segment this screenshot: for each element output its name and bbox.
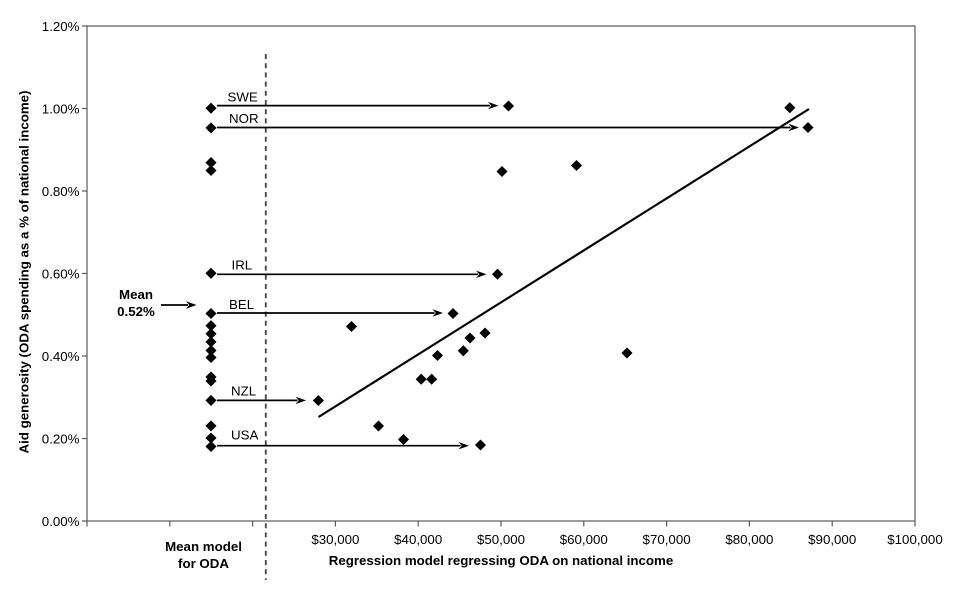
svg-text:IRL: IRL [232, 258, 253, 273]
svg-text:$50,000: $50,000 [477, 532, 525, 547]
svg-text:0.60%: 0.60% [42, 267, 80, 282]
svg-text:NZL: NZL [231, 384, 256, 399]
svg-text:NOR: NOR [229, 111, 259, 126]
svg-text:0.80%: 0.80% [42, 184, 80, 199]
svg-text:0.52%: 0.52% [117, 304, 155, 319]
svg-text:$70,000: $70,000 [643, 532, 691, 547]
svg-text:$100,000: $100,000 [887, 532, 942, 547]
svg-text:USA: USA [231, 428, 258, 443]
svg-text:$30,000: $30,000 [311, 532, 359, 547]
svg-text:SWE: SWE [228, 90, 258, 105]
svg-text:$40,000: $40,000 [394, 532, 442, 547]
svg-text:0.20%: 0.20% [42, 432, 80, 447]
svg-text:Regression model regressing OD: Regression model regressing ODA on natio… [329, 553, 674, 568]
svg-text:$60,000: $60,000 [560, 532, 608, 547]
svg-text:1.00%: 1.00% [42, 102, 80, 117]
svg-text:Mean: Mean [119, 287, 153, 302]
svg-text:Mean model: Mean model [165, 539, 242, 554]
svg-text:$80,000: $80,000 [725, 532, 773, 547]
svg-text:BEL: BEL [229, 297, 254, 312]
svg-text:for ODA: for ODA [178, 556, 229, 571]
svg-text:0.40%: 0.40% [42, 349, 80, 364]
svg-text:0.00%: 0.00% [42, 514, 80, 529]
svg-text:$90,000: $90,000 [808, 532, 856, 547]
svg-text:Aid generosity (ODA spending a: Aid generosity (ODA spending as a % of n… [17, 90, 32, 453]
svg-text:1.20%: 1.20% [42, 19, 80, 34]
